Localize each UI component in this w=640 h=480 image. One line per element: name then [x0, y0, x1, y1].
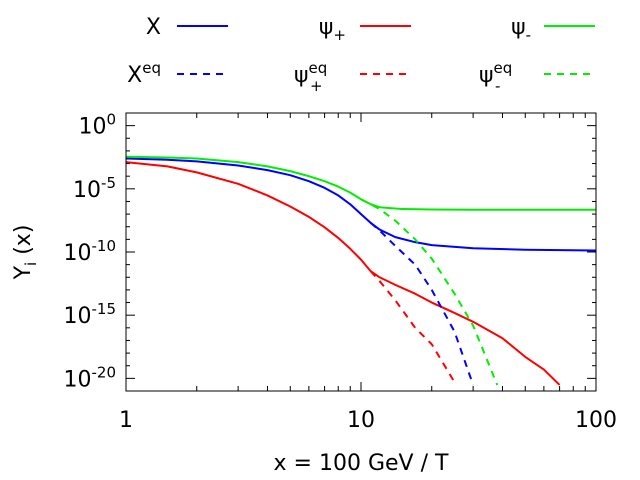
- series-line-X: [126, 157, 596, 252]
- legend-label-X_eq: Xeq: [127, 59, 161, 88]
- x-tick-labels: 1 10 100: [119, 408, 617, 433]
- y-tick-label: 10-15: [64, 300, 117, 329]
- x-axis-label: x = 100 GeV / T: [274, 451, 449, 476]
- y-tick-label: 10-5: [73, 174, 116, 203]
- series-line-psi_minus_eq: [360, 198, 499, 386]
- y-tick-label: 10-20: [64, 363, 117, 392]
- legend-entry-psi_minus_eq: ψeq -: [479, 59, 595, 95]
- legend-entry-psi_minus: ψ-: [511, 15, 595, 44]
- legend-label-psi_plus_eq: ψeq +: [294, 59, 327, 95]
- legend-entry-psi_plus_eq: ψeq +: [294, 59, 411, 95]
- legend-label-X: X: [146, 15, 161, 40]
- y-axis-label: Yi (x): [11, 225, 40, 281]
- legend-entry-X: X: [146, 15, 228, 40]
- x-tick-label: 10: [347, 408, 375, 433]
- plot-frame: [125, 112, 597, 392]
- y-tick-label: 10-10: [64, 237, 117, 266]
- x-tick-label: 100: [575, 408, 617, 433]
- legend-label-psi_plus: ψ+: [319, 15, 346, 44]
- legend-entry-psi_plus: ψ+: [319, 15, 411, 44]
- legend-entry-X_eq: Xeq: [127, 59, 228, 88]
- minor-ticks: [125, 113, 596, 392]
- legend-label-psi_minus_eq: ψeq -: [479, 59, 512, 95]
- series-line-psi_plus_eq: [369, 270, 456, 383]
- y-tick-label: 100: [78, 111, 116, 140]
- y-tick-labels: 100 10-5 10-10 10-15 10-20: [64, 111, 117, 393]
- series-line-psi_plus: [126, 161, 561, 386]
- legend-label-psi_minus: ψ-: [511, 15, 531, 44]
- series-line-psi_minus: [126, 155, 596, 211]
- x-tick-label: 1: [119, 408, 133, 433]
